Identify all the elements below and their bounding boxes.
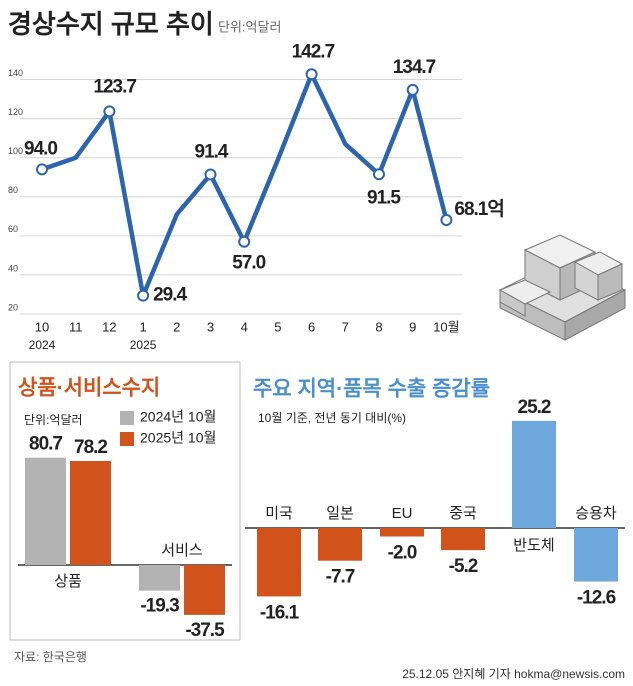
value-label: 123.7 [93, 76, 136, 97]
bar [70, 460, 111, 565]
value-label: 94.0 [24, 138, 57, 159]
line-subtitle: 단위:억달러 [218, 19, 281, 34]
bar [318, 528, 362, 561]
bar-subtitle: 단위:억달러 [24, 413, 83, 427]
y-tick-label: 40 [8, 263, 18, 273]
bar [25, 457, 66, 565]
value-label: 91.5 [367, 187, 401, 208]
bar [574, 528, 618, 582]
y-tick-label: 80 [8, 185, 18, 195]
bar [380, 528, 424, 537]
category-label: 중국 [449, 505, 477, 522]
category-label: 상품 [54, 573, 82, 590]
value-label: -19.3 [140, 596, 179, 617]
value-label: 57.0 [232, 253, 265, 274]
category-label: EU [392, 505, 413, 522]
bar [139, 565, 180, 591]
x-tick-label: 8 [375, 319, 382, 334]
x-tick-label: 2 [173, 319, 180, 334]
x-tick-label: 10 [35, 319, 49, 334]
point [36, 163, 48, 176]
bar [184, 565, 225, 615]
x-tick-label: 4 [241, 319, 248, 334]
y-tick-label: 140 [8, 68, 23, 78]
category-label: 미국 [265, 505, 293, 522]
bar-title: 상품·서비스수지 [18, 377, 160, 400]
x-tick-label: 5 [274, 319, 281, 334]
category-label: 일본 [326, 505, 354, 522]
point [137, 289, 150, 302]
x-tick-label: 3 [207, 319, 214, 334]
year-label: 2024 [29, 338, 56, 352]
point [305, 68, 318, 81]
year-label: 2025 [130, 338, 157, 352]
point [238, 235, 251, 248]
legend-label: 2024년 10월 [140, 409, 216, 425]
value-label: 80.7 [29, 434, 62, 455]
category-label: 서비스 [161, 542, 203, 559]
value-label: -2.0 [388, 543, 417, 564]
source: 자료: 한국은행 [14, 649, 87, 664]
y-tick-label: 100 [8, 146, 23, 156]
bar-title: 주요 지역·품목 수출 증감률 [253, 378, 490, 401]
value-label: -37.5 [185, 620, 225, 641]
x-tick-label: 10월 [433, 319, 459, 334]
y-tick-label: 60 [8, 224, 18, 234]
bar-subtitle: 10월 기준, 전년 동기 대비(%) [258, 411, 406, 425]
category-label: 반도체 [513, 537, 554, 554]
value-label: -16.1 [260, 602, 300, 623]
value-label: 25.2 [518, 397, 551, 418]
money-illustration [498, 234, 627, 341]
legend-swatch [120, 432, 134, 446]
point [406, 83, 419, 96]
value-label: -12.6 [577, 588, 616, 609]
point [103, 105, 116, 118]
credit: 25.12.05 안지혜 기자 hokma@newsis.com [402, 667, 625, 681]
bar [441, 528, 485, 551]
x-tick-label: 7 [342, 319, 349, 334]
line-title: 경상수지 규모 추이 [8, 9, 214, 39]
bar [257, 528, 301, 597]
point [373, 168, 385, 181]
legend-swatch [120, 411, 134, 425]
value-label: 78.2 [74, 437, 107, 458]
point [204, 168, 217, 181]
legend-label: 2025년 10월 [140, 430, 216, 446]
point [440, 214, 453, 227]
value-label: 142.7 [292, 41, 335, 62]
value-label: 134.7 [393, 57, 436, 78]
value-label: -7.7 [326, 567, 355, 588]
x-tick-label: 1 [139, 319, 146, 334]
bar [512, 420, 556, 528]
value-label: 91.4 [195, 142, 229, 163]
x-tick-label: 6 [308, 319, 315, 334]
y-tick-label: 20 [8, 302, 18, 312]
value-label: -5.2 [449, 556, 478, 577]
x-tick-label: 12 [102, 319, 116, 334]
x-tick-label: 11 [69, 319, 83, 334]
category-label: 승용차 [575, 505, 617, 522]
value-label: 29.4 [153, 285, 187, 306]
value-label: 68.1억 [454, 198, 503, 220]
x-tick-label: 9 [409, 319, 416, 334]
y-tick-label: 120 [8, 107, 23, 117]
